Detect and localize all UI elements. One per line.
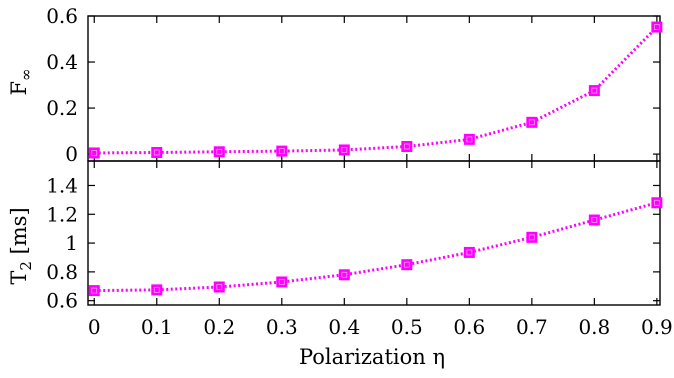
top-data-point bbox=[213, 146, 225, 158]
top-data-point bbox=[401, 141, 413, 152]
bottom-data-point bbox=[276, 276, 288, 288]
bottom-data-point-inner bbox=[528, 234, 535, 241]
bottom-data-point bbox=[588, 214, 600, 226]
bottom-y-tick-label: 1.2 bbox=[46, 202, 78, 226]
bottom-data-point bbox=[401, 259, 413, 271]
top-data-point bbox=[526, 116, 538, 128]
top-y-tick-label: 0.2 bbox=[46, 96, 78, 120]
x-tick-label: 0.7 bbox=[516, 315, 548, 339]
top-data-point-inner bbox=[341, 147, 348, 153]
top-data-point bbox=[651, 21, 663, 33]
bottom-data-point-inner bbox=[91, 287, 98, 294]
x-tick-label: 0.2 bbox=[203, 315, 235, 339]
top-y-axis-label: F∞ bbox=[7, 68, 35, 95]
x-tick-label: 0.8 bbox=[578, 315, 610, 339]
bottom-data-point bbox=[651, 197, 663, 209]
top-data-point bbox=[88, 147, 100, 159]
top-y-tick-label: 0 bbox=[65, 142, 78, 166]
top-y-tick-label: 0.4 bbox=[46, 50, 78, 74]
bottom-data-point-inner bbox=[278, 279, 285, 285]
x-tick-label: 0.5 bbox=[391, 315, 423, 339]
bottom-data-point-inner bbox=[653, 199, 660, 206]
top-data-point-inner bbox=[403, 143, 410, 150]
bottom-y-axis-label: T2 [ms] bbox=[7, 207, 35, 284]
bottom-data-point bbox=[463, 246, 475, 258]
bottom-data-point bbox=[151, 284, 163, 296]
bottom-y-tick-label: 0.8 bbox=[46, 260, 78, 284]
bottom-series-line bbox=[94, 201, 658, 293]
bottom-data-point-inner bbox=[341, 271, 348, 278]
bottom-data-point-inner bbox=[403, 261, 410, 268]
top-data-point-inner bbox=[591, 87, 598, 94]
x-axis-label: Polarization η bbox=[299, 345, 445, 369]
bottom-data-point-inner bbox=[153, 286, 160, 293]
top-y-tick-label: 0.6 bbox=[46, 4, 78, 28]
top-data-point bbox=[151, 146, 163, 158]
bottom-data-point bbox=[526, 231, 538, 243]
bottom-y-tick-label: 1.4 bbox=[46, 173, 78, 197]
top-data-point-inner bbox=[91, 150, 98, 156]
top-data-point bbox=[463, 133, 475, 145]
x-tick-label: 0.3 bbox=[266, 315, 298, 339]
bottom-data-point bbox=[338, 269, 350, 281]
bottom-panel: 0.6 0.8 1 1.2 1.4 0 0.1 0.2 0.3 0.4 0.5 0.6 0.7 0.8 0.… bbox=[46, 160, 673, 339]
bottom-plot-frame bbox=[87, 160, 661, 306]
x-tick-label: 0.9 bbox=[641, 315, 673, 339]
top-data-point-inner bbox=[528, 119, 535, 126]
top-series-line bbox=[94, 25, 658, 155]
top-data-point bbox=[276, 145, 288, 157]
top-plot-frame bbox=[87, 15, 661, 162]
top-data-point-inner bbox=[216, 148, 223, 155]
x-tick-label: 0.1 bbox=[141, 315, 173, 339]
x-tick-label: 0.4 bbox=[328, 315, 360, 339]
bottom-data-point bbox=[88, 285, 100, 297]
top-data-point-inner bbox=[466, 136, 473, 143]
top-data-point bbox=[338, 144, 350, 156]
bottom-y-tick-label: 0.6 bbox=[46, 289, 78, 313]
bottom-data-point-inner bbox=[591, 217, 598, 223]
top-data-point-inner bbox=[653, 24, 660, 30]
x-tick-label: 0 bbox=[88, 315, 101, 339]
bottom-data-point-inner bbox=[466, 249, 473, 256]
bottom-data-point bbox=[213, 281, 225, 293]
top-panel: 0 0.2 0.4 0.6 bbox=[46, 4, 663, 166]
bottom-data-point-inner bbox=[216, 284, 223, 290]
x-tick-label: 0.6 bbox=[453, 315, 485, 339]
top-data-point bbox=[588, 85, 600, 97]
top-data-point-inner bbox=[153, 149, 160, 156]
bottom-y-tick-label: 1 bbox=[65, 231, 78, 255]
top-data-point-inner bbox=[278, 148, 285, 155]
